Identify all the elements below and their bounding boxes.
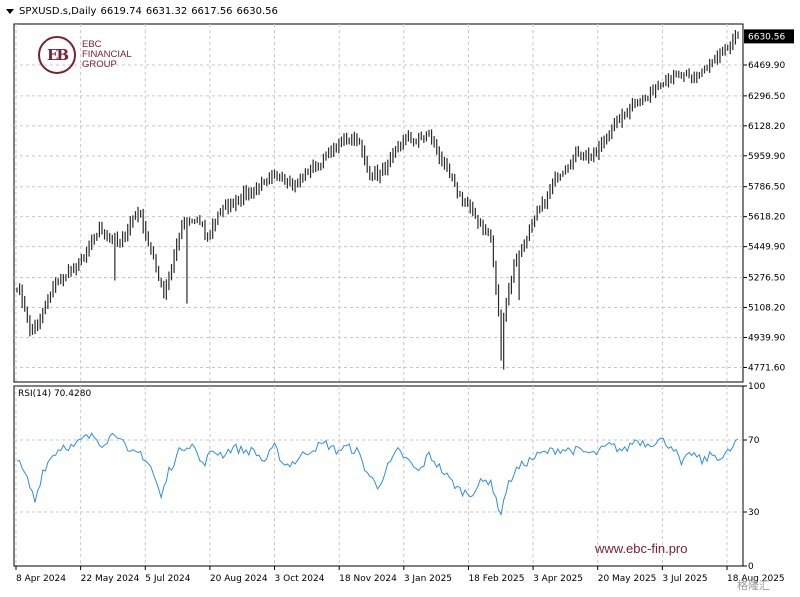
price-y-tick-label: 4771.60 xyxy=(748,363,785,373)
ohlc-high: 6631.32 xyxy=(145,6,188,17)
price-y-tick-label: 5276.50 xyxy=(748,274,785,284)
last-price-badge xyxy=(744,29,794,44)
last-price-label: 6630.56 xyxy=(748,32,785,42)
price-panel-frame xyxy=(13,23,744,383)
ebc-logo-mark-icon: EB xyxy=(38,36,76,74)
x-tick-label: 5 Jul 2024 xyxy=(145,574,190,584)
x-tick-label: 18 Nov 2024 xyxy=(339,574,397,584)
x-tick-label: 3 Apr 2025 xyxy=(533,574,583,584)
watermark-url: www.ebc-fin.pro xyxy=(595,541,688,556)
rsi-y-tick-label: 100 xyxy=(748,382,765,392)
price-y-tick-label: 5959.90 xyxy=(748,152,785,162)
x-tick-label: 3 Jul 2025 xyxy=(662,574,707,584)
price-y-tick-label: 6296.50 xyxy=(748,92,785,102)
price-y-tick-label: 5618.20 xyxy=(748,213,785,223)
price-y-tick-label: 5449.90 xyxy=(748,243,785,253)
rsi-y-tick-label: 30 xyxy=(748,508,760,518)
x-tick-label: 22 May 2024 xyxy=(81,574,140,584)
rsi-panel-frame xyxy=(13,385,744,567)
symbol-label: SPXUSD.s,Daily xyxy=(19,6,97,17)
price-y-tick-label: 6128.20 xyxy=(748,122,785,132)
price-y-tick-label: 6469.90 xyxy=(748,61,785,71)
rsi-line xyxy=(16,432,739,516)
x-tick-label: 20 May 2025 xyxy=(598,574,657,584)
x-tick-label: 3 Jan 2025 xyxy=(404,574,452,584)
ohlc-close: 6630.56 xyxy=(236,6,278,17)
ebc-logo: EB EBC FINANCIAL GROUP xyxy=(38,36,132,74)
x-tick-label: 18 Feb 2025 xyxy=(468,574,524,584)
x-tick-label: 18 Aug 2025 xyxy=(727,574,785,584)
price-y-tick-label: 4939.90 xyxy=(748,333,785,343)
corner-watermark: 格隆汇 xyxy=(737,579,770,592)
rsi-y-tick-label: 0 xyxy=(748,562,754,572)
rsi-label: RSI(14) 70.4280 xyxy=(18,389,92,399)
x-tick-label: 20 Aug 2024 xyxy=(210,574,268,584)
ohlc-open: 6619.74 xyxy=(100,6,142,17)
rsi-y-tick-label: 70 xyxy=(748,436,760,446)
ohlc-low: 6617.56 xyxy=(191,6,233,17)
ebc-logo-text: EBC FINANCIAL GROUP xyxy=(82,39,132,70)
chart-header: SPXUSD.s,Daily 6619.74 6631.32 6617.56 6630.… xyxy=(6,6,282,17)
price-y-tick-label: 5786.50 xyxy=(748,183,785,193)
x-tick-label: 3 Oct 2024 xyxy=(275,574,325,584)
x-tick-label: 8 Apr 2024 xyxy=(16,574,66,584)
dropdown-triangle-icon[interactable] xyxy=(6,8,14,14)
price-y-tick-label: 5108.20 xyxy=(748,304,785,314)
